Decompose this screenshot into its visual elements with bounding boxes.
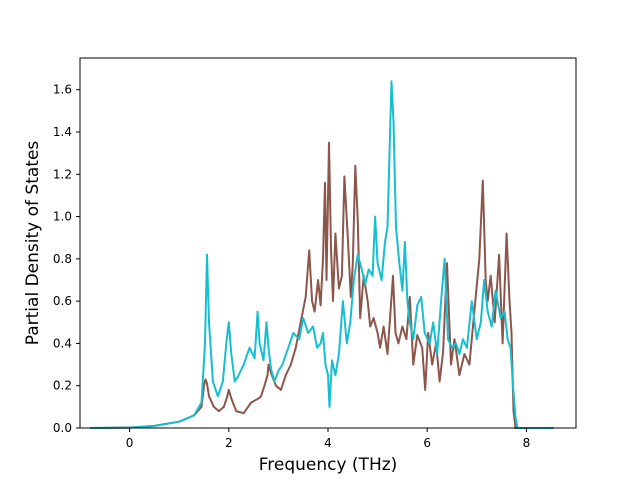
x-tick-label: 6 <box>423 436 431 450</box>
y-tick-label: 1.6 <box>53 83 72 97</box>
y-tick-label: 1.2 <box>53 167 72 181</box>
x-tick-label: 4 <box>324 436 332 450</box>
x-axis-label: Frequency (THz) <box>259 455 398 475</box>
series-line-2 <box>89 80 554 429</box>
y-tick-label: 0.2 <box>53 379 72 393</box>
y-tick-label: 1.0 <box>53 210 72 224</box>
x-tick-label: 8 <box>523 436 531 450</box>
x-tick-label: 2 <box>225 436 233 450</box>
series-line-1 <box>89 141 554 429</box>
y-tick-label: 1.4 <box>53 125 72 139</box>
y-axis-label: Partial Density of States <box>23 141 43 346</box>
series-layer <box>89 80 554 429</box>
y-tick-label: 0.8 <box>53 252 72 266</box>
y-tick-label: 0.0 <box>53 421 72 435</box>
y-tick-label: 0.6 <box>53 294 72 308</box>
y-tick-label: 0.4 <box>53 336 72 350</box>
x-axis-ticks: 0 2 4 6 8 <box>126 428 530 450</box>
x-tick-label: 0 <box>126 436 134 450</box>
y-axis-ticks: 0.0 0.2 0.4 0.6 0.8 1.0 1.2 1.4 1.6 <box>53 83 80 435</box>
